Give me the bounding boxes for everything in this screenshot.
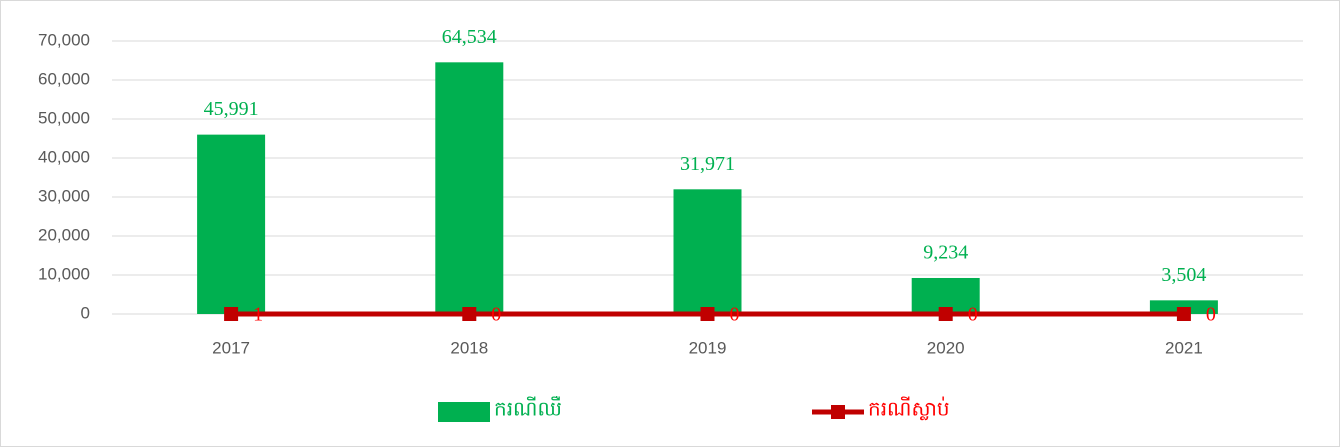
x-tick-label: 2017: [212, 338, 250, 357]
x-tick-label: 2020: [927, 338, 965, 357]
y-tick-label: 30,000: [38, 186, 90, 205]
bar: [673, 189, 742, 314]
y-tick-label: 0: [81, 303, 90, 322]
bar: [197, 134, 266, 314]
line-marker: [700, 307, 715, 321]
y-tick-label: 50,000: [38, 108, 90, 127]
x-tick-label: 2021: [1165, 338, 1203, 357]
data-label: 31,971: [680, 153, 735, 175]
y-tick-label: 40,000: [38, 147, 90, 166]
data-label: 1: [253, 304, 263, 326]
legend-swatch: [831, 405, 845, 419]
x-tick-label: 2018: [450, 338, 488, 357]
x-tick-label: 2019: [689, 338, 727, 357]
data-label: 3,504: [1161, 264, 1206, 286]
y-tick-label: 10,000: [38, 264, 90, 283]
line-marker: [1176, 307, 1191, 321]
data-label: 0: [1206, 304, 1216, 326]
bar: [435, 62, 504, 315]
legend-swatch: [438, 402, 490, 422]
y-tick-label: 70,000: [38, 30, 90, 49]
data-label: 0: [730, 304, 740, 326]
legend-label: ករណីស្លាប់: [868, 396, 950, 421]
data-label: 9,234: [923, 242, 968, 264]
data-label: 0: [968, 304, 978, 326]
data-label: 64,534: [442, 26, 497, 48]
legend-label: ករណីឈឺ: [494, 396, 562, 421]
line-marker: [224, 306, 239, 321]
line-marker: [938, 307, 953, 321]
y-tick-label: 20,000: [38, 225, 90, 244]
data-label: 0: [491, 304, 501, 326]
y-tick-label: 60,000: [38, 69, 90, 88]
line-marker: [462, 307, 477, 321]
data-label: 45,991: [204, 98, 259, 120]
